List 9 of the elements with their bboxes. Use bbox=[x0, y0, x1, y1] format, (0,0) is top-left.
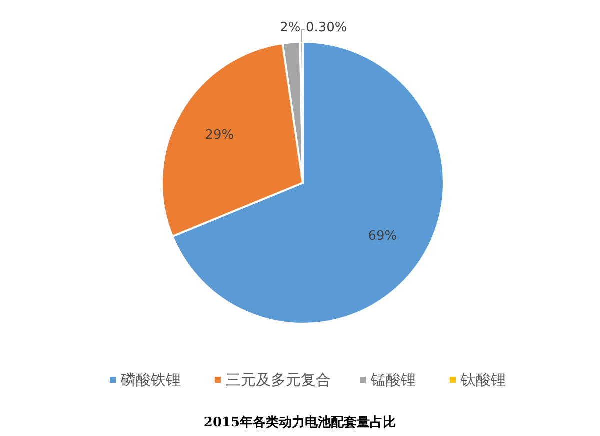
data-label: 69% bbox=[368, 228, 398, 244]
data-label: 2% bbox=[280, 20, 301, 36]
legend-label: 磷酸铁锂 bbox=[120, 371, 181, 390]
text: 2015年各类动力电池配套量占比 bbox=[204, 415, 396, 430]
legend-label: 钛酸锂 bbox=[460, 371, 506, 390]
legend-label: 三元及多元复合 bbox=[226, 371, 331, 390]
data-label: 29% bbox=[205, 128, 234, 144]
data-label: 0.30% bbox=[306, 20, 348, 36]
legend-label: 锰酸锂 bbox=[370, 371, 416, 390]
